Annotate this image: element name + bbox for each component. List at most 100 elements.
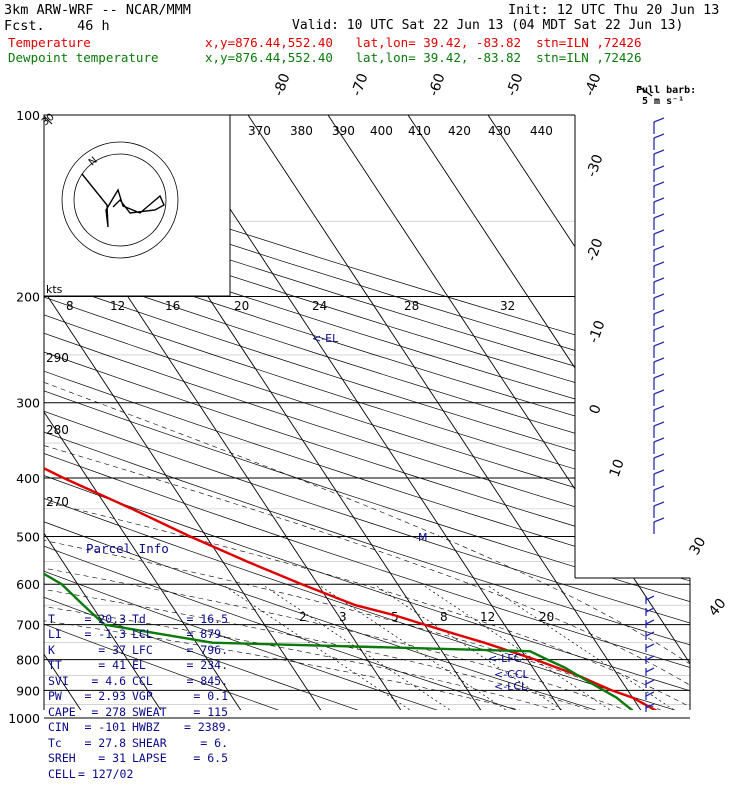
dry-adiabat (44, 115, 690, 710)
isotherm--60 (0, 115, 6, 718)
parcel-info-cell: = 37 (98, 642, 126, 657)
isotherm--30 (44, 115, 247, 710)
parcel-info-cell: CELL (48, 766, 76, 781)
parcel-info-cell: PW (48, 689, 62, 703)
wind-barb-flag (653, 181, 665, 187)
mixing-ratio-label: 5 (391, 610, 399, 624)
parcel-info-cell: = 127/02 (78, 766, 134, 781)
hodo-speed-label: 16 (165, 299, 180, 313)
dry-adiabat (44, 115, 621, 710)
wind-barb-flag (645, 655, 655, 661)
wind-key-line2: 5 m s⁻¹ (642, 96, 685, 107)
isotherm-label: 30 (687, 535, 710, 558)
parcel-info-cell: = 278 (91, 704, 126, 719)
dewpoint-legend: Dewpoint temperature (8, 50, 159, 65)
wind-barb-flag (653, 117, 665, 123)
isotherm-20 (247, 115, 647, 710)
wind-barb-flag (653, 133, 665, 139)
wind-barb-flag (653, 453, 665, 459)
parcel-info-row: SREH = 31 LAPSE = 6.5 (48, 751, 230, 767)
parcel-info-row: CELL = 127/02 (48, 767, 230, 783)
pressure-label-100: 100 (16, 108, 40, 123)
model-title: 3km ARW-WRF -- NCAR/MMM (4, 2, 191, 18)
dry-adiabat (44, 115, 690, 710)
wind-barb-flag (653, 421, 665, 427)
isotherm-label: -50 (504, 71, 527, 98)
isotherm-30 (327, 115, 690, 710)
pressure-label-200: 200 (16, 290, 40, 305)
wind-barb-flag (653, 357, 665, 363)
dry-adiabat (44, 115, 381, 710)
wind-barb-flag (645, 703, 655, 709)
mixing-ratio-label: 3 (339, 610, 347, 624)
mixing-ratio-label: 12 (480, 610, 495, 624)
parcel-info-cell: SHEAR (132, 735, 167, 750)
mixing-ratio-line (221, 583, 423, 710)
hodo-speed-label: 24 (312, 299, 327, 313)
wind-barb-flag (653, 229, 665, 235)
dry-adiabat (44, 115, 690, 710)
wind-barb-flag (645, 631, 655, 637)
wind-barb-flag (653, 293, 665, 299)
parcel-info-cell: = 879. (186, 627, 228, 641)
wind-barb-flag (653, 325, 665, 331)
wind-key-barb (637, 85, 653, 97)
isotherm-label: -40 (582, 71, 605, 98)
theta-label: 410 (408, 124, 431, 138)
isotherm-10 (167, 115, 567, 710)
parcel-info-cell: LAPSE (132, 751, 167, 765)
parcel-info-cell: HWBZ (132, 720, 160, 734)
parcel-info-row: SVI = 4.6 CCL = 845. (48, 674, 230, 690)
theta-label: 380 (290, 124, 313, 138)
theta-label: 440 (530, 124, 553, 138)
wind-barb-flag (653, 277, 665, 283)
dry-adiabat (44, 115, 690, 710)
parcel-info-row: Tc = 27.8 SHEAR = 6. (48, 736, 230, 752)
hodograph-ring-inner (73, 153, 167, 247)
dry-adiabat (44, 115, 461, 710)
isotherm--20 (44, 115, 327, 710)
wind-barb-flag (653, 309, 665, 315)
parcel-info-row: PW = 2.93 VGP = 0.1 (48, 689, 230, 705)
theta-label: 390 (332, 124, 355, 138)
dry-adiabat (44, 115, 690, 710)
init-time: Init: 12 UTC Thu 20 Jun 13 (508, 2, 720, 18)
dewpoint-location: x,y=876.44,552.40 lat,lon= 39.42, -83.82… (205, 50, 642, 65)
parcel-info-cell: CAPE (48, 704, 76, 719)
parcel-info-cell: = 20.3 (84, 611, 126, 626)
pressure-label-500: 500 (16, 529, 40, 544)
kts-label: kts (46, 283, 63, 296)
isotherm-label: 0 (587, 403, 605, 417)
dry-adiabat (44, 115, 541, 710)
mixing-ratio-label: 20 (539, 610, 554, 624)
pressure-label-1000: 1000 (8, 711, 40, 726)
wind-barb-flag (653, 245, 665, 251)
wind-barb-flag (645, 679, 655, 685)
mixing-ratio-line (373, 583, 575, 710)
mixing-annotation: M (418, 531, 428, 544)
isotherm-label: -60 (426, 71, 449, 98)
dry-adiabat (44, 115, 301, 710)
dry-adiabat (44, 115, 690, 710)
dewpoint-profile (44, 115, 636, 710)
parcel-info-row: TT = 41 EL = 234. (48, 658, 230, 674)
wind-barb-flag (645, 595, 655, 601)
isotherm-label: -30 (584, 152, 607, 179)
isotherm--40 (44, 115, 167, 710)
parcel-info-cell: = 845. (186, 673, 228, 688)
temperature-legend: Temperature (8, 35, 91, 50)
wind-barb-flag (653, 373, 665, 379)
theta-label: 420 (448, 124, 471, 138)
dry-adiabat (44, 115, 690, 710)
moist-adiabat (44, 296, 583, 710)
parcel-info-cell: EL (132, 658, 146, 672)
temperature-profile (44, 115, 679, 710)
wind-barb-flag (653, 485, 665, 491)
mixing-ratio-label: 2 (299, 610, 307, 624)
hodograph-trace (81, 173, 165, 228)
wind-barb-flag (653, 165, 665, 171)
dry-adiabat (44, 115, 690, 710)
hodograph-box (43, 114, 231, 297)
hodograph-corner-tick (43, 115, 53, 125)
parcel-info-cell: SVI (48, 673, 69, 688)
